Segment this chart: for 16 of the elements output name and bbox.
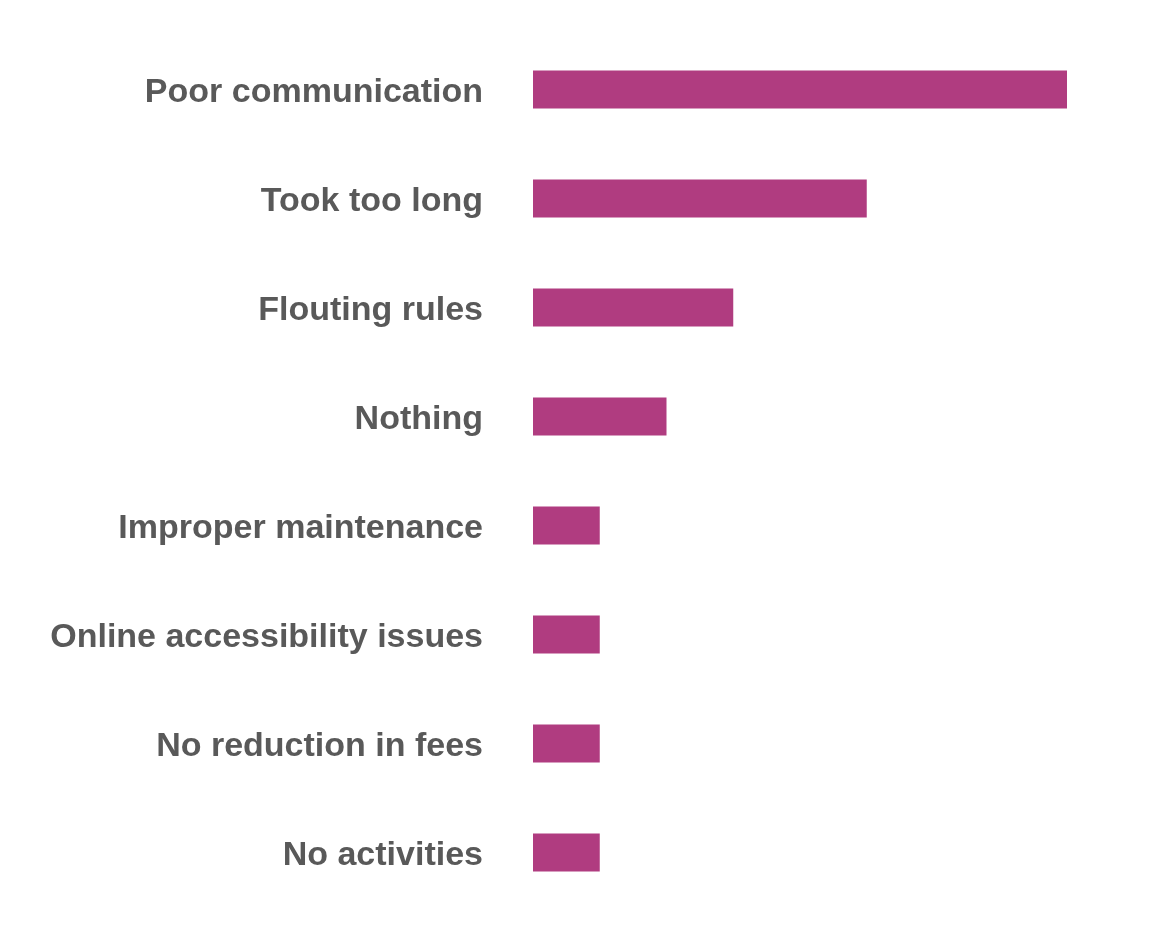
bar bbox=[533, 397, 667, 436]
bar bbox=[533, 833, 600, 872]
bar bbox=[533, 506, 600, 545]
bar bbox=[533, 288, 734, 327]
y-tick-label: Poor communication bbox=[144, 70, 483, 109]
y-tick-label: Took too long bbox=[260, 179, 483, 218]
y-tick-label: Flouting rules bbox=[258, 288, 483, 327]
y-tick-label: No reduction in fees bbox=[156, 724, 483, 763]
bar bbox=[533, 724, 600, 763]
y-tick-label: No activities bbox=[282, 833, 483, 872]
y-tick-label: Nothing bbox=[354, 397, 483, 436]
bar bbox=[533, 70, 1067, 109]
bar bbox=[533, 615, 600, 654]
bar bbox=[533, 179, 867, 218]
y-tick-label: Improper maintenance bbox=[118, 506, 483, 545]
y-tick-label: Online accessibility issues bbox=[50, 615, 483, 654]
